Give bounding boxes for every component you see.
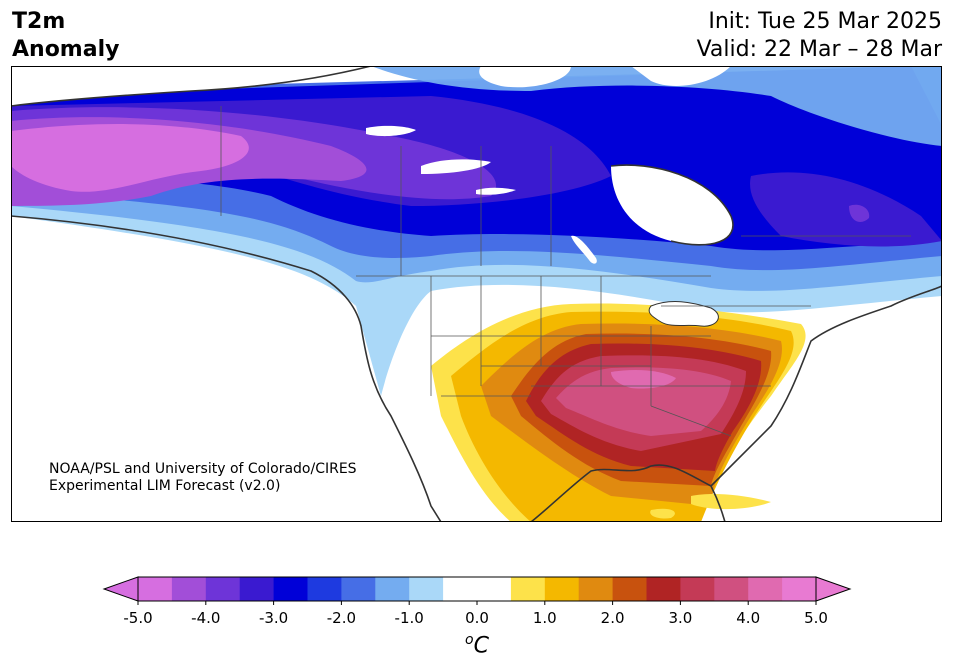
colorbar-bin (646, 577, 681, 601)
great-bear-lake (366, 125, 416, 137)
valid-range: Valid: 22 Mar – 28 Mar (696, 37, 942, 62)
colorbar-bin (341, 577, 376, 601)
unit-letter: C (473, 633, 489, 659)
colorbar-tick-label: 3.0 (668, 609, 692, 627)
forecast-dates: Init: Tue 25 Mar 2025 Valid: 22 Mar – 28… (697, 8, 942, 64)
cold-core-magenta (11, 124, 249, 192)
colorbar-bin (680, 577, 715, 601)
political-borders (220, 106, 911, 437)
colorbar-tick-label: 5.0 (804, 609, 828, 627)
colorbar-bin (510, 577, 546, 601)
arctic-ocean (11, 66, 371, 106)
colorbar-tick-label: -2.0 (327, 609, 356, 627)
title-line-1: T2m (12, 9, 66, 34)
unit-degree: o (465, 632, 474, 648)
caribbean-warm (650, 494, 771, 519)
warm-core-pink (611, 370, 676, 389)
colorbar-bin (782, 577, 817, 601)
colorbar-min-arrow (102, 576, 139, 602)
colorbar-bin (239, 577, 275, 601)
colorbar-bin (477, 577, 512, 601)
map-title: T2m Anomaly (12, 8, 119, 64)
colorbar-max-arrow (815, 576, 852, 602)
colorbar-bin (273, 577, 308, 601)
arctic-gaps (479, 66, 731, 88)
great-lakes (648, 301, 719, 327)
colorbar-bin (138, 577, 173, 601)
colorbar-bin (578, 577, 614, 601)
colorbar-tick-label: 4.0 (736, 609, 760, 627)
colorbar-tick-label: 2.0 (601, 609, 625, 627)
anomaly-map (11, 66, 942, 522)
colorbar-bin (443, 577, 478, 601)
map-frame (11, 66, 942, 522)
cold-east-spot (849, 204, 870, 222)
data-credit: NOAA/PSL and University of Colorado/CIRE… (49, 461, 357, 495)
title-line-2: Anomaly (12, 37, 120, 62)
credit-line-2: Experimental LIM Forecast (v2.0) (49, 478, 281, 494)
colorbar-bin (307, 577, 342, 601)
colorbar-bin (714, 577, 749, 601)
colorbar-tick-label: 0.0 (465, 609, 489, 627)
credit-line-1: NOAA/PSL and University of Colorado/CIRE… (49, 461, 357, 477)
cold-core-east (750, 172, 942, 247)
init-date: Init: Tue 25 Mar 2025 (708, 9, 942, 34)
lake-athabasca (476, 187, 516, 195)
coastline (11, 66, 942, 522)
colorbar-bin (409, 577, 444, 601)
lake-winnipeg (571, 235, 597, 264)
pacific-ocean (11, 226, 411, 522)
colorbar-tick-label: -4.0 (191, 609, 220, 627)
warm-band-rose (556, 367, 731, 436)
hudson-bay (611, 165, 733, 245)
atlantic-ocean (711, 296, 942, 522)
colorbar-bin (171, 577, 207, 601)
colorbar-tick-label: -1.0 (395, 609, 424, 627)
colorbar-bin (375, 577, 410, 601)
colorbar: -5.0 -4.0 -3.0 -2.0 -1.0 0.0 1.0 2.0 3.0 4.0 5.0 (102, 576, 852, 627)
colorbar-bin (748, 577, 783, 601)
colorbar-tick-label: -3.0 (259, 609, 288, 627)
great-slave-lake (421, 159, 491, 174)
unit-label: oC (0, 632, 954, 658)
colorbar-tick-label: -5.0 (123, 609, 152, 627)
colorbar-bin (612, 577, 647, 601)
colorbar-bin (544, 577, 580, 601)
colorbar-tick-label: 1.0 (533, 609, 557, 627)
colorbar-bin (205, 577, 241, 601)
